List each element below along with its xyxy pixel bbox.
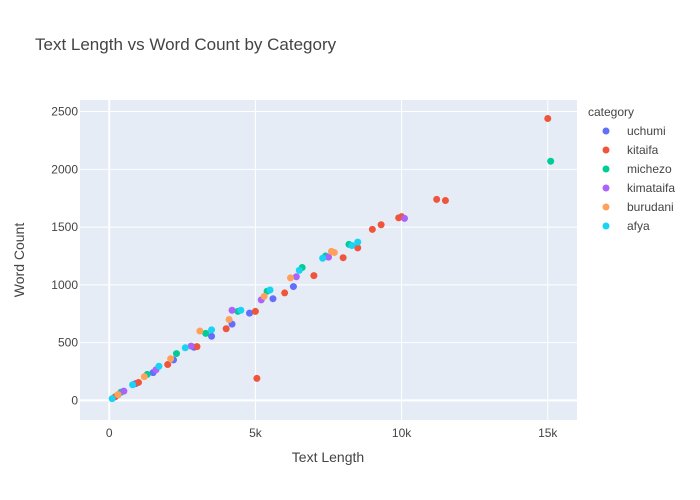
legend-item-kitaifa[interactable]: kitaifa — [602, 143, 659, 157]
data-point — [401, 214, 409, 222]
legend-marker — [602, 165, 610, 173]
x-axis-ticks: 0 5k 10k 15k — [106, 426, 559, 440]
series-afya — [108, 238, 362, 403]
data-point — [319, 254, 327, 262]
y-tick-label: 500 — [58, 336, 78, 350]
legend-marker — [602, 146, 610, 154]
y-tick-label: 1500 — [51, 220, 78, 234]
data-point — [289, 283, 297, 291]
y-axis-ticks: 0 500 1000 1500 2000 2500 — [51, 105, 78, 408]
data-point — [167, 355, 175, 363]
data-point — [187, 342, 195, 350]
data-point — [164, 361, 172, 369]
legend-item-michezo[interactable]: michezo — [602, 162, 673, 176]
data-point — [181, 344, 189, 352]
legend-item-uchumi[interactable]: uchumi — [602, 124, 666, 138]
data-point — [330, 248, 338, 256]
y-tick-label: 1000 — [51, 278, 78, 292]
data-point — [441, 197, 449, 205]
legend-title: category — [588, 105, 634, 119]
data-point — [433, 195, 441, 203]
y-tick-label: 2500 — [51, 105, 78, 119]
data-point — [208, 326, 216, 334]
x-tick-label: 0 — [106, 426, 113, 440]
data-point — [339, 254, 347, 262]
data-point — [310, 272, 318, 280]
series-kimataifa — [120, 214, 409, 395]
grid-lines — [80, 100, 577, 420]
legend-label: kitaifa — [627, 143, 659, 157]
legend-item-burudani[interactable]: burudani — [602, 200, 674, 214]
y-axis-title: Word Count — [11, 223, 27, 298]
data-point — [354, 244, 362, 252]
legend-marker — [602, 127, 610, 135]
data-point — [544, 114, 552, 122]
legend-marker — [602, 222, 610, 230]
data-point — [281, 289, 289, 297]
series-burudani — [114, 247, 338, 399]
legend-item-afya[interactable]: afya — [602, 219, 651, 233]
data-point — [325, 253, 332, 261]
x-axis-title: Text Length — [292, 449, 364, 465]
data-point — [377, 221, 385, 229]
data-point — [251, 307, 259, 315]
data-point — [193, 343, 201, 351]
data-point — [547, 157, 555, 165]
y-tick-label: 0 — [71, 393, 78, 407]
data-point — [228, 306, 236, 314]
legend-marker — [602, 184, 610, 192]
data-point — [253, 374, 261, 382]
data-point — [292, 273, 300, 281]
legend-marker — [602, 203, 610, 211]
legend-label: kimataifa — [627, 181, 675, 195]
data-point — [295, 266, 303, 274]
data-point — [120, 387, 128, 395]
x-tick-label: 5k — [249, 426, 263, 440]
data-point — [208, 332, 216, 340]
data-point — [237, 306, 245, 314]
data-point — [225, 315, 233, 323]
data-point — [172, 350, 180, 358]
data-points — [108, 114, 555, 403]
data-point — [134, 378, 142, 386]
chart-title: Text Length vs Word Count by Category — [35, 35, 337, 54]
data-point — [114, 391, 122, 399]
data-point — [129, 381, 137, 389]
data-point — [368, 225, 376, 233]
data-point — [246, 309, 254, 317]
legend-label: uchumi — [627, 124, 666, 138]
x-tick-label: 15k — [538, 426, 558, 440]
data-point — [196, 327, 204, 335]
data-point — [108, 395, 116, 403]
x-tick-label: 10k — [392, 426, 412, 440]
data-point — [354, 238, 362, 246]
data-point — [155, 362, 163, 370]
legend-label: afya — [627, 219, 650, 233]
data-point — [269, 295, 277, 303]
data-point — [222, 325, 230, 333]
data-point — [266, 286, 274, 294]
data-point — [286, 274, 294, 282]
data-point — [202, 329, 210, 337]
legend-item-kimataifa[interactable]: kimataifa — [602, 181, 676, 195]
data-point — [140, 373, 148, 381]
legend-label: michezo — [627, 162, 672, 176]
legend[interactable]: category uchumi kitaifa michezo kimataifa bu… — [588, 105, 675, 233]
legend-label: burudani — [627, 200, 674, 214]
data-point — [348, 242, 356, 250]
y-tick-label: 2000 — [51, 162, 78, 176]
data-point — [260, 292, 268, 300]
